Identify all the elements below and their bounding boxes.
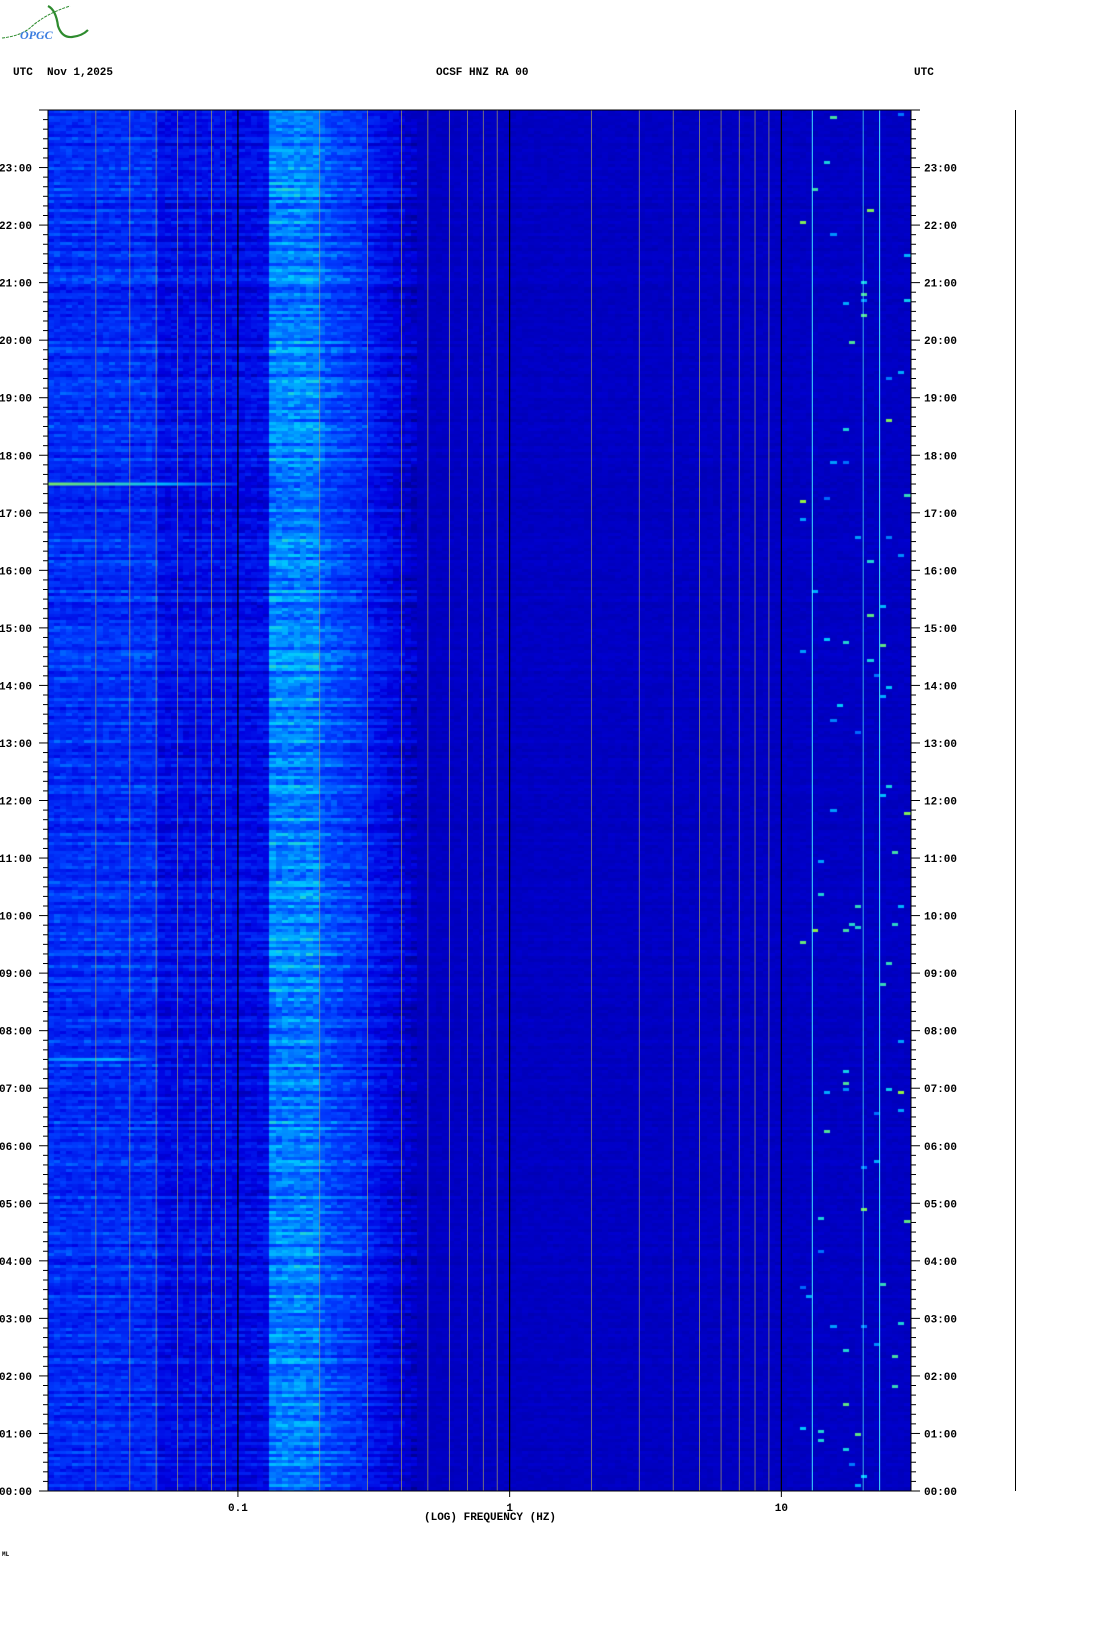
y-tick-label-left: 16:00: [0, 566, 32, 578]
utc-label-right: UTC: [914, 67, 934, 79]
svg-text:OPGC: OPGC: [20, 28, 54, 42]
plot-frame: [47, 109, 912, 1492]
y-tick-label-left: 05:00: [0, 1199, 32, 1211]
x-axis-label: (LOG) FREQUENCY (HZ): [424, 1512, 557, 1524]
y-tick-label-left: 18:00: [0, 451, 32, 463]
y-tick-label-right: 20:00: [924, 336, 957, 348]
y-tick-label-left: 07:00: [0, 1084, 32, 1096]
y-tick-label-right: 22:00: [924, 221, 957, 233]
y-tick-label-right: 02:00: [924, 1372, 957, 1384]
y-tick-label-right: 19:00: [924, 394, 957, 406]
y-tick-label-right: 09:00: [924, 969, 957, 981]
date-label: Nov 1,2025: [47, 67, 114, 79]
y-tick-label-right: 21:00: [924, 279, 957, 291]
y-tick-label-left: 01:00: [0, 1429, 32, 1441]
y-tick-label-left: 22:00: [0, 221, 32, 233]
y-tick-label-left: 15:00: [0, 624, 32, 636]
y-tick-label-left: 23:00: [0, 164, 32, 176]
utc-label-left: UTC: [13, 67, 33, 79]
y-tick-label-right: 18:00: [924, 451, 957, 463]
y-tick-label-right: 15:00: [924, 624, 957, 636]
y-tick-label-right: 11:00: [924, 854, 957, 866]
y-tick-label-right: 08:00: [924, 1027, 957, 1039]
y-tick-label-right: 03:00: [924, 1314, 957, 1326]
y-tick-label-left: 00:00: [0, 1487, 32, 1499]
y-tick-label-left: 13:00: [0, 739, 32, 751]
y-tick-label-right: 12:00: [924, 797, 957, 809]
y-tick-label-right: 14:00: [924, 681, 957, 693]
y-tick-label-left: 17:00: [0, 509, 32, 521]
y-tick-label-left: 14:00: [0, 681, 32, 693]
y-tick-label-left: 10:00: [0, 912, 32, 924]
y-tick-label-left: 12:00: [0, 797, 32, 809]
x-tick-label: 10: [775, 1503, 788, 1515]
spectrogram-heatmap: [48, 110, 911, 1491]
footer-mark: ML: [2, 1551, 10, 1558]
y-tick-label-right: 17:00: [924, 509, 957, 521]
y-tick-label-right: 16:00: [924, 566, 957, 578]
y-tick-label-left: 19:00: [0, 394, 32, 406]
y-tick-label-right: 23:00: [924, 164, 957, 176]
plot-overlay: [95, 110, 881, 1491]
spectrogram-plot: [48, 110, 911, 1491]
y-tick-label-right: 13:00: [924, 739, 957, 751]
y-tick-label-right: 04:00: [924, 1257, 957, 1269]
station-label: OCSF HNZ RA 00: [436, 67, 529, 79]
y-tick-label-right: 06:00: [924, 1142, 957, 1154]
y-tick-label-left: 04:00: [0, 1257, 32, 1269]
y-tick-label-right: 05:00: [924, 1199, 957, 1211]
y-tick-label-left: 06:00: [0, 1142, 32, 1154]
y-tick-label-left: 21:00: [0, 279, 32, 291]
y-tick-label-left: 08:00: [0, 1027, 32, 1039]
colorbar-placeholder-line: [1015, 110, 1016, 1491]
y-tick-label-left: 20:00: [0, 336, 32, 348]
y-tick-label-left: 11:00: [0, 854, 32, 866]
y-tick-label-left: 02:00: [0, 1372, 32, 1384]
y-tick-label-left: 09:00: [0, 969, 32, 981]
y-tick-label-right: 10:00: [924, 912, 957, 924]
x-tick-label: 1: [506, 1503, 513, 1515]
x-tick-label: 0.1: [228, 1503, 248, 1515]
opgc-logo: OPGC: [1, 5, 89, 42]
y-tick-label-right: 07:00: [924, 1084, 957, 1096]
y-tick-label-left: 03:00: [0, 1314, 32, 1326]
y-tick-label-right: 00:00: [924, 1487, 957, 1499]
y-tick-label-right: 01:00: [924, 1429, 957, 1441]
